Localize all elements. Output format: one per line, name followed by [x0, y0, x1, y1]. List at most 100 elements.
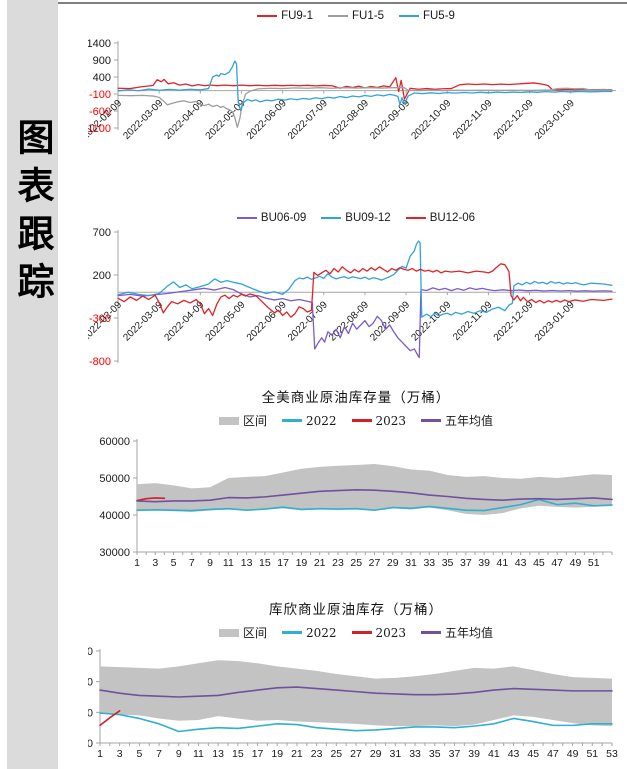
svg-text:37: 37 — [460, 557, 472, 569]
legend-label: BU12-06 — [429, 212, 476, 224]
svg-text:5: 5 — [136, 748, 142, 760]
svg-text:1: 1 — [134, 557, 140, 569]
legend-label: BU06-09 — [260, 212, 307, 224]
us-crude-chart-title: 全美商业原油库存量（万桶） — [261, 390, 451, 406]
legend-item-2022: 2022 — [281, 413, 337, 428]
svg-text:21: 21 — [314, 557, 326, 569]
svg-text:2022-04-09: 2022-04-09 — [162, 299, 206, 343]
svg-text:2022-10-09: 2022-10-09 — [409, 98, 453, 142]
svg-text:37: 37 — [449, 748, 461, 760]
svg-text:9: 9 — [176, 748, 182, 760]
svg-text:2022-11-09: 2022-11-09 — [451, 299, 495, 343]
legend-label: 2022 — [305, 413, 337, 428]
legend-item-2023: 2023 — [351, 413, 407, 428]
svg-text:2022-02-09: 2022-02-09 — [88, 98, 124, 142]
svg-text:-800: -800 — [89, 356, 111, 368]
legend-label: FU5-9 — [422, 10, 455, 22]
svg-text:50000: 50000 — [99, 473, 130, 485]
svg-text:51: 51 — [586, 748, 598, 760]
svg-text:53: 53 — [606, 748, 618, 760]
line-swatch — [257, 14, 278, 18]
svg-text:-300: -300 — [89, 313, 111, 325]
svg-text:23: 23 — [332, 557, 344, 569]
svg-text:47: 47 — [547, 748, 559, 760]
us-crude-legend: 区间 2022 2023 五年均值 — [88, 412, 624, 429]
legend-item-区间: 区间 — [218, 412, 267, 429]
legend-item-区间: 区间 — [218, 624, 267, 641]
legend-label: FU9-1 — [281, 10, 314, 22]
svg-text:2022-03-09: 2022-03-09 — [121, 299, 165, 343]
svg-text:19: 19 — [271, 748, 283, 760]
svg-text:2022-05-09: 2022-05-09 — [204, 98, 248, 142]
line-swatch — [351, 631, 372, 634]
svg-text:19: 19 — [296, 557, 308, 569]
line-swatch — [281, 419, 302, 422]
legend-item-2022: 2022 — [281, 625, 337, 640]
svg-text:1400: 1400 — [88, 38, 111, 50]
svg-text:200: 200 — [93, 270, 111, 282]
svg-text:2023-01-09: 2023-01-09 — [533, 98, 577, 142]
svg-text:7500: 7500 — [88, 646, 93, 658]
svg-text:29: 29 — [387, 557, 399, 569]
svg-text:29: 29 — [370, 748, 382, 760]
svg-text:700: 700 — [93, 227, 111, 239]
legend-label: 区间 — [242, 414, 267, 428]
svg-text:49: 49 — [570, 557, 582, 569]
legend-label: FU1-5 — [352, 10, 384, 22]
bu-spreads-legend: BU06-09 BU09-12 BU12-06 — [88, 212, 624, 224]
legend-label: 2023 — [375, 625, 407, 640]
cushing-chart-title: 库欣商业原油库存（万桶） — [269, 602, 443, 618]
svg-text:35: 35 — [442, 557, 454, 569]
svg-text:40000: 40000 — [99, 510, 130, 522]
line-swatch — [421, 419, 442, 422]
svg-text:3: 3 — [117, 748, 123, 760]
svg-text:33: 33 — [409, 748, 421, 760]
legend-item-FU1-5: FU1-5 — [328, 10, 384, 22]
bu-spreads-chart: 700 200 -300 -800 2022-02-092022-03-092022-0… — [88, 227, 616, 368]
svg-text:23: 23 — [311, 748, 323, 760]
legend-label: BU09-12 — [345, 212, 391, 224]
svg-text:2023-01-09: 2023-01-09 — [533, 299, 577, 343]
sidebar-title: 图表跟踪 — [11, 118, 55, 310]
svg-text:5: 5 — [171, 557, 177, 569]
svg-text:9: 9 — [207, 557, 213, 569]
legend-label: 区间 — [242, 626, 267, 640]
svg-text:900: 900 — [93, 55, 111, 67]
legend-item-FU9-1: FU9-1 — [257, 10, 313, 22]
svg-text:2022-11-09: 2022-11-09 — [451, 98, 495, 142]
band-swatch — [218, 628, 239, 637]
svg-text:25: 25 — [350, 557, 362, 569]
line-swatch — [405, 216, 426, 220]
svg-text:-100: -100 — [89, 89, 111, 101]
svg-text:7: 7 — [189, 557, 195, 569]
svg-text:17: 17 — [277, 557, 289, 569]
legend-item-BU12-06: BU12-06 — [405, 212, 476, 224]
svg-text:2022-12-09: 2022-12-09 — [492, 98, 536, 142]
line-swatch — [321, 216, 342, 220]
legend-item-FU5-9: FU5-9 — [398, 10, 455, 22]
svg-text:35: 35 — [429, 748, 441, 760]
cushing-legend: 区间 2022 2023 五年均值 — [88, 624, 624, 641]
legend-item-BU06-09: BU06-09 — [236, 212, 307, 224]
line-swatch — [421, 631, 442, 634]
legend-label: 2023 — [375, 413, 407, 428]
top-divider — [58, 2, 627, 4]
legend-label: 五年均值 — [445, 414, 494, 428]
svg-text:-600: -600 — [89, 106, 111, 118]
svg-text:2022-12-09: 2022-12-09 — [492, 299, 536, 343]
svg-text:2022-02-09: 2022-02-09 — [88, 299, 124, 343]
svg-text:33: 33 — [423, 557, 435, 569]
legend-label: 2022 — [305, 625, 337, 640]
svg-text:13: 13 — [241, 557, 253, 569]
cushing-chart: 7500550035001500135791113151719212325272… — [88, 646, 618, 760]
svg-text:45: 45 — [527, 748, 539, 760]
svg-text:21: 21 — [291, 748, 303, 760]
svg-text:13: 13 — [212, 748, 224, 760]
svg-text:-1100: -1100 — [88, 123, 111, 135]
legend-item-五年均值: 五年均值 — [421, 412, 493, 429]
svg-text:15: 15 — [232, 748, 244, 760]
band-swatch — [218, 416, 239, 425]
svg-text:7: 7 — [156, 748, 162, 760]
